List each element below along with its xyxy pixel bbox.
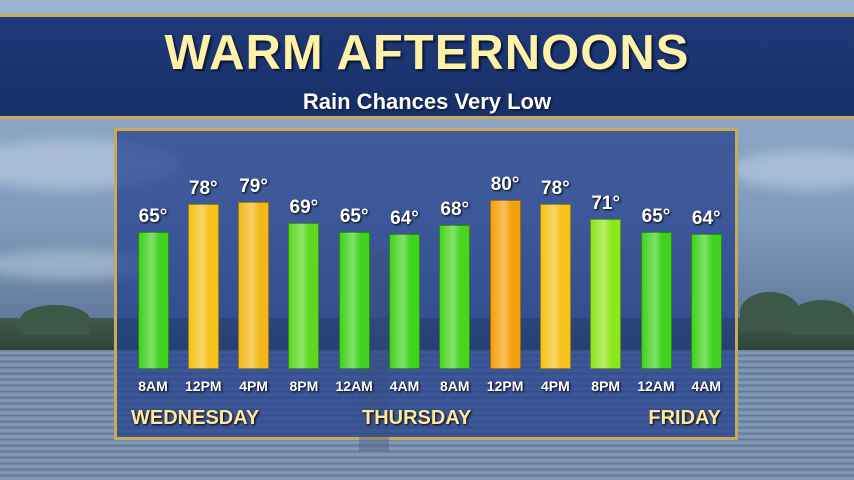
title-banner: WARM AFTERNOONS Rain Chances Very Low	[0, 14, 854, 119]
time-tick-label-6: 4AM	[389, 378, 420, 394]
tree-clump	[20, 305, 90, 335]
time-tick-label-9: 4PM	[540, 378, 570, 394]
time-tick-label-11: 12AM	[637, 378, 675, 394]
cloud	[730, 150, 854, 190]
time-tick-label-4: 8PM	[289, 378, 319, 394]
bar-3	[238, 202, 270, 369]
tree-clump	[790, 300, 854, 335]
value-label-5: 65°	[339, 205, 369, 227]
value-label-9: 78°	[541, 178, 570, 200]
value-label-6: 64°	[390, 207, 419, 229]
bar-1	[137, 231, 169, 369]
time-tick-label-5: 12AM	[335, 378, 373, 394]
value-label-11: 65°	[641, 205, 671, 227]
time-tick-label-12: 4AM	[691, 378, 722, 394]
bar-7	[439, 225, 471, 369]
chart-panel: 65° 8AM 78° 12PM 79° 4PM 69° 8PM 65° 12AM 64° 4AM 68…	[114, 128, 738, 451]
page-title: WARM AFTERNOONS	[164, 26, 690, 80]
time-tick-label-7: 8AM	[440, 378, 470, 394]
value-label-1: 65°	[138, 205, 168, 227]
bar-10	[590, 219, 622, 369]
time-tick-label-10: 8PM	[591, 378, 621, 394]
value-label-7: 68°	[440, 199, 470, 221]
day-label-wednesday: WEDNESDAY	[131, 407, 260, 429]
temperature-bar-chart: 65° 8AM 78° 12PM 79° 4PM 69° 8PM 65° 12AM 64° 4AM 68…	[117, 131, 735, 437]
bar-11	[640, 231, 672, 369]
time-tick-label-1: 8AM	[138, 378, 168, 394]
bar-6	[389, 233, 420, 369]
value-label-3: 79°	[239, 176, 268, 198]
time-tick-label-8: 12PM	[486, 378, 524, 394]
value-label-2: 78°	[188, 178, 218, 200]
bar-4	[288, 223, 320, 369]
day-label-friday: FRIDAY	[648, 407, 721, 429]
day-label-thursday: THURSDAY	[362, 407, 472, 429]
page-subtitle: Rain Chances Very Low	[302, 89, 552, 114]
bar-9	[539, 204, 571, 369]
value-label-4: 69°	[289, 197, 319, 219]
time-tick-label-2: 12PM	[185, 378, 222, 394]
value-label-12: 64°	[691, 207, 721, 229]
bar-8	[489, 200, 521, 369]
value-label-10: 71°	[591, 193, 621, 214]
time-tick-label-3: 4PM	[239, 378, 268, 394]
bar-2	[187, 204, 219, 369]
value-label-8: 80°	[490, 174, 520, 195]
bar-12	[690, 233, 722, 369]
bar-5	[338, 231, 370, 369]
